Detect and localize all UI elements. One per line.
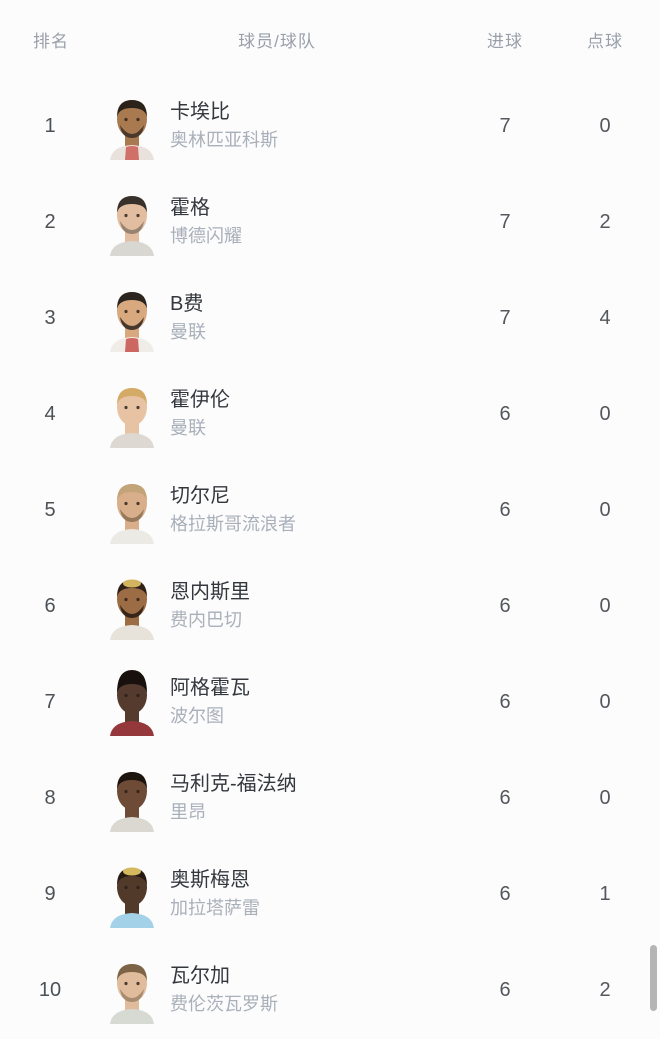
- table-row[interactable]: 6 恩内斯里 费内巴切 6 0: [0, 558, 660, 654]
- player-avatar: [104, 668, 160, 736]
- player-avatar: [104, 476, 160, 544]
- team-name: 奥林匹亚科斯: [170, 130, 278, 150]
- goals-value: 6: [499, 978, 511, 1001]
- table-row[interactable]: 2 霍格 博德闪耀 7 2: [0, 174, 660, 270]
- penalties-value: 2: [599, 210, 611, 233]
- player-name: 恩内斯里: [170, 581, 250, 603]
- team-name: 加拉塔萨雷: [170, 898, 260, 918]
- rank-value: 3: [44, 306, 56, 329]
- table-header: 排名 球员/球队 进球 点球: [0, 0, 660, 78]
- player-name: 马利克-福法纳: [170, 773, 297, 795]
- rank-value: 4: [44, 402, 56, 425]
- rank-value: 9: [44, 882, 56, 905]
- rank-value: 8: [44, 786, 56, 809]
- goals-value: 6: [499, 786, 511, 809]
- rank-value: 5: [44, 498, 56, 521]
- player-name: 切尔尼: [170, 485, 230, 507]
- player-name: 奥斯梅恩: [170, 869, 250, 891]
- player-name: 阿格霍瓦: [170, 677, 250, 699]
- column-header-rank: 排名: [33, 31, 69, 51]
- team-name: 博德闪耀: [170, 226, 242, 246]
- rank-value: 6: [44, 594, 56, 617]
- player-avatar: [104, 92, 160, 160]
- column-header-player: 球员/球队: [238, 31, 316, 51]
- goals-value: 7: [499, 114, 511, 137]
- goals-value: 6: [499, 594, 511, 617]
- penalties-value: 0: [599, 402, 611, 425]
- team-name: 里昂: [170, 802, 206, 822]
- penalties-value: 0: [599, 114, 611, 137]
- table-row[interactable]: 1 卡埃比 奥林匹亚科斯 7 0: [0, 78, 660, 174]
- table-row[interactable]: 9 奥斯梅恩 加拉塔萨雷 6 1: [0, 846, 660, 942]
- goals-value: 6: [499, 498, 511, 521]
- team-name: 波尔图: [170, 706, 224, 726]
- team-name: 格拉斯哥流浪者: [170, 514, 296, 534]
- column-header-penalties: 点球: [587, 31, 623, 51]
- penalties-value: 2: [599, 978, 611, 1001]
- table-row[interactable]: 8 马利克-福法纳 里昂 6 0: [0, 750, 660, 846]
- player-name: 霍格: [170, 197, 210, 219]
- player-avatar: [104, 764, 160, 832]
- rank-value: 7: [44, 690, 56, 713]
- rank-value: 2: [44, 210, 56, 233]
- penalties-value: 0: [599, 786, 611, 809]
- penalties-value: 1: [599, 882, 611, 905]
- player-name: B费: [170, 293, 204, 315]
- player-avatar: [104, 284, 160, 352]
- table-row[interactable]: 7 阿格霍瓦 波尔图 6 0: [0, 654, 660, 750]
- goals-value: 7: [499, 210, 511, 233]
- table-row[interactable]: 5 切尔尼 格拉斯哥流浪者 6 0: [0, 462, 660, 558]
- team-name: 费伦茨瓦罗斯: [170, 994, 278, 1014]
- team-name: 曼联: [170, 418, 206, 438]
- player-name: 霍伊伦: [170, 389, 230, 411]
- player-avatar: [104, 188, 160, 256]
- player-avatar: [104, 380, 160, 448]
- rank-value: 1: [44, 114, 56, 137]
- penalties-value: 4: [599, 306, 611, 329]
- table-row[interactable]: 10 瓦尔加 费伦茨瓦罗斯 6 2: [0, 942, 660, 1038]
- player-name: 瓦尔加: [170, 965, 230, 987]
- player-avatar: [104, 860, 160, 928]
- goals-value: 6: [499, 690, 511, 713]
- team-name: 费内巴切: [170, 610, 242, 630]
- penalties-value: 0: [599, 498, 611, 521]
- table-row[interactable]: 4 霍伊伦 曼联 6 0: [0, 366, 660, 462]
- table-body: 1 卡埃比 奥林匹亚科斯 7 0 2: [0, 78, 660, 1038]
- penalties-value: 0: [599, 594, 611, 617]
- goals-value: 7: [499, 306, 511, 329]
- rank-value: 10: [38, 978, 62, 1001]
- player-avatar: [104, 956, 160, 1024]
- goals-value: 6: [499, 402, 511, 425]
- player-name: 卡埃比: [170, 101, 230, 123]
- column-header-goals: 进球: [487, 31, 523, 51]
- goals-value: 6: [499, 882, 511, 905]
- table-row[interactable]: 3 B费 曼联 7 4: [0, 270, 660, 366]
- scrollbar-thumb[interactable]: [650, 945, 657, 1011]
- player-avatar: [104, 572, 160, 640]
- penalties-value: 0: [599, 690, 611, 713]
- team-name: 曼联: [170, 322, 206, 342]
